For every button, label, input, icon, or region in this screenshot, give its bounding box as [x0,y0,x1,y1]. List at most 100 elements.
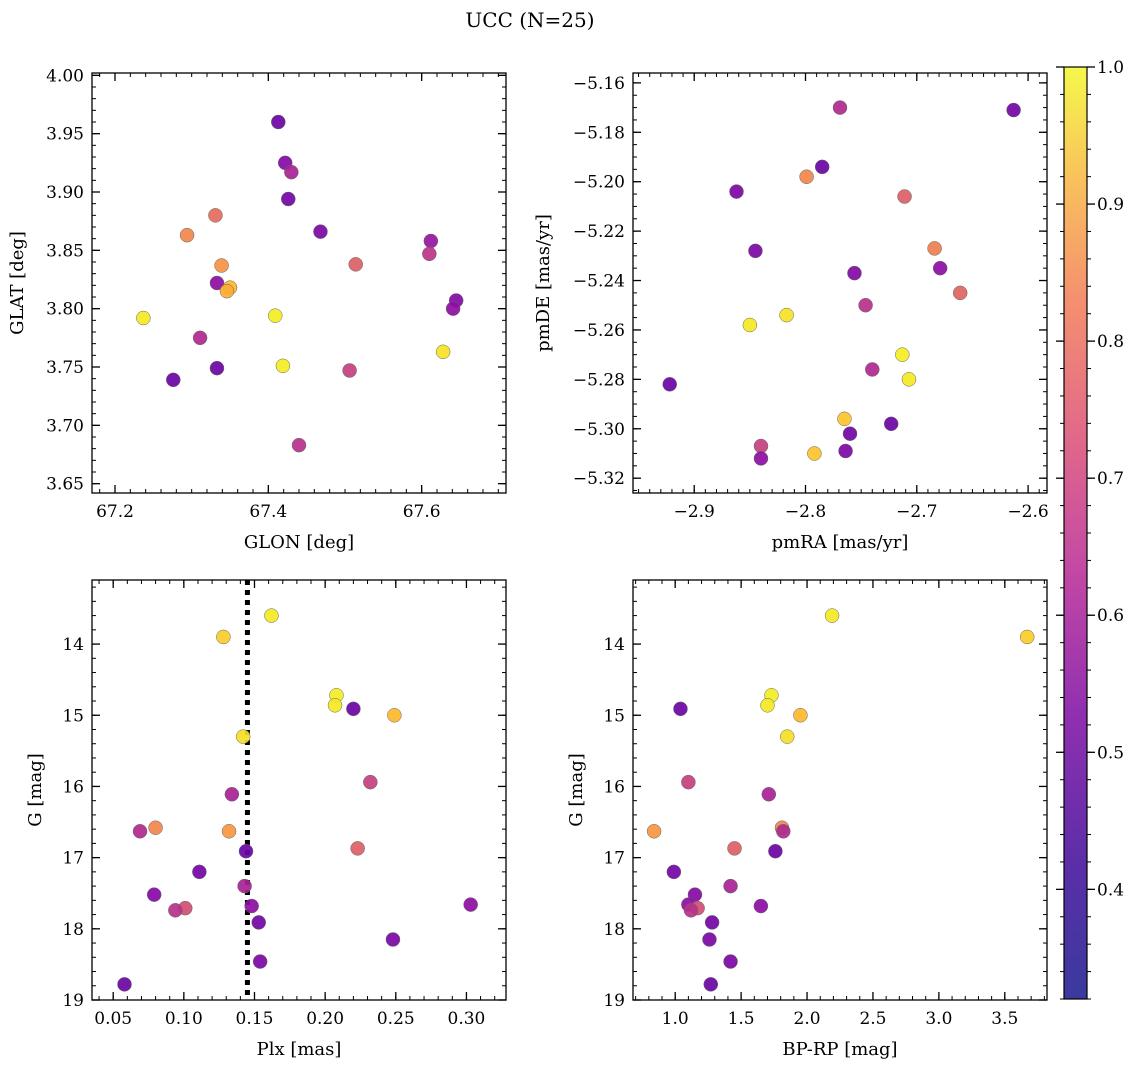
scatter-point [209,360,225,376]
scatter-point [342,363,357,378]
scatter-point [760,698,775,713]
scatter-point [237,878,252,894]
scatter-point [842,426,858,441]
axes-frame [632,579,1048,1001]
y-tick-label: 16 [603,777,625,797]
scatter-point [281,191,296,207]
scatter-point [807,446,822,461]
x-tick-label: 0.25 [377,1009,415,1029]
scatter-point [901,372,917,387]
scatter-point [363,774,378,790]
panel-bprp-g: 1.0 1.5 2.0 2.5 3.0 3.5 14 15 16 17 18 19 BP-RP [mag… [566,579,1048,1060]
minor-ticks [92,73,506,493]
scatter-point [1006,102,1021,118]
minor-ticks [633,73,1047,493]
y-tick-label: 3.65 [46,475,84,495]
y-axis-label: G [mag] [566,753,587,826]
scatter-point [252,954,268,969]
x-tick-label: 0.15 [236,1009,274,1029]
scatter-point [753,451,769,466]
scatter-point [927,241,942,256]
scatter-point [793,708,808,723]
y-tick-label: −5.32 [573,469,625,489]
scatter-point [166,372,181,388]
scatter-point [838,443,853,459]
y-tick-label: −5.28 [573,370,625,390]
y-tick-label: 19 [62,991,84,1011]
scatter-point [251,915,266,930]
colorbar-tick-label: 0.5 [1097,743,1124,763]
scatter-point [192,864,207,880]
y-tick-label: 18 [62,920,84,940]
colorbar-tick-label: 1.0 [1097,58,1124,78]
scatter-point [221,824,237,839]
scatter-point [244,898,259,914]
scatter-point [779,307,794,323]
scatter-point [776,824,791,839]
x-tick-label: −2.6 [1007,502,1048,522]
scatter-point [208,208,223,223]
scatter-point [824,608,840,623]
scatter-point [780,729,795,744]
scatter-point [385,932,401,947]
scatter-point [192,330,208,346]
scatter-point [463,897,478,912]
x-tick-label: 2.5 [859,1009,886,1029]
y-tick-label: −5.24 [573,272,625,292]
x-tick-label: 3.5 [991,1009,1018,1029]
scatter-point [387,708,402,723]
scatter-point [768,843,783,859]
scatter-point [832,100,848,115]
colorbar: 0.4 0.5 0.6 0.7 0.8 0.9 1.0 [1056,58,1124,1000]
y-tick-label: 3.85 [46,241,84,261]
x-tick-label: 67.2 [96,502,134,522]
y-tick-label: 3.80 [46,300,84,320]
scatter-points [136,114,464,453]
scatter-point [723,954,738,969]
x-axis-label: GLON [deg] [244,532,354,553]
scatter-point [271,114,286,130]
y-tick-label: 14 [62,635,84,655]
y-tick-label: 17 [603,849,625,869]
scatter-point [435,344,451,360]
scatter-point [216,629,231,645]
axes-frame [91,72,507,494]
y-tick-label: 3.95 [46,125,84,145]
colorbar-tick-label: 0.8 [1097,332,1124,352]
figure-title: UCC (N=25) [465,8,594,32]
x-axis-label: pmRA [mas/yr] [772,532,909,553]
x-tick-label: −2.7 [896,502,937,522]
scatter-point [168,903,183,918]
scatter-points [646,608,1035,992]
colorbar-tick-label: 0.4 [1097,880,1124,900]
scatter-point [224,787,240,802]
x-tick-label: 67.6 [403,502,441,522]
y-tick-label: 14 [603,635,625,655]
scatter-point [214,258,229,273]
y-tick-label: 16 [62,777,84,797]
scatter-point [267,308,283,323]
scatter-point [264,608,279,623]
scatter-point [858,297,873,313]
scatter-point [346,701,361,717]
axes-frame [91,579,507,1001]
scatter-point [238,843,254,859]
minor-ticks [92,580,506,1001]
y-tick-label: −5.22 [573,222,625,242]
scatter-point [723,878,738,894]
x-tick-label: 1.5 [728,1009,755,1029]
scatter-point [952,285,968,301]
y-tick-label: 18 [603,920,625,940]
y-tick-label: −5.20 [573,173,625,193]
scatter-point [703,977,719,992]
scatter-point [753,898,769,914]
x-tick-label: 3.0 [925,1009,952,1029]
y-tick-label: −5.30 [573,420,625,440]
scatter-point [814,159,830,175]
y-axis-label: pmDE [mas/yr] [533,214,554,352]
scatter-point [702,932,717,947]
scatter-point [847,265,862,281]
x-axis-label: BP-RP [mag] [782,1039,897,1060]
scatter-point [235,729,251,744]
